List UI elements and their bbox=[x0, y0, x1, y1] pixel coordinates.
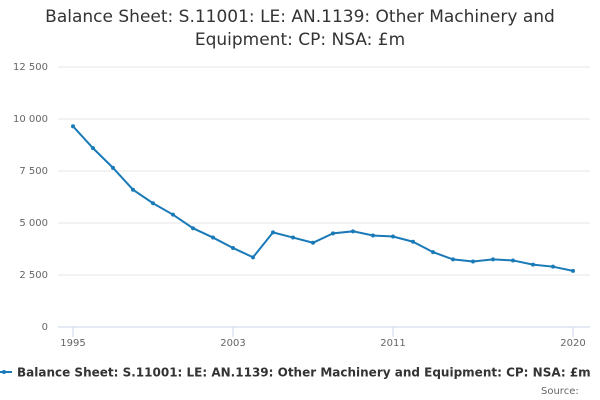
point bbox=[351, 229, 355, 234]
point bbox=[271, 230, 275, 235]
source-label: Source: bbox=[541, 386, 579, 397]
point bbox=[511, 258, 515, 263]
point bbox=[571, 268, 575, 273]
point bbox=[451, 257, 455, 262]
point bbox=[431, 250, 435, 255]
x-tick-label: 1995 bbox=[60, 338, 85, 349]
x-tick-label: 2003 bbox=[220, 338, 245, 349]
point bbox=[71, 124, 75, 129]
point bbox=[491, 257, 495, 262]
point bbox=[551, 264, 555, 269]
series-line bbox=[72, 125, 574, 272]
y-tick-label: 0 bbox=[42, 322, 48, 333]
y-tick-label: 10 000 bbox=[13, 114, 48, 125]
y-tick-label: 7 500 bbox=[19, 166, 48, 177]
point bbox=[151, 201, 155, 206]
legend-label: Balance Sheet: S.11001: LE: AN.1139: Oth… bbox=[17, 366, 591, 380]
point bbox=[231, 245, 235, 250]
point bbox=[331, 231, 335, 236]
point bbox=[391, 234, 395, 239]
y-tick-label: 2 500 bbox=[19, 270, 48, 281]
chart-title: Balance Sheet: S.11001: LE: AN.1139: Oth… bbox=[45, 7, 555, 50]
y-tick-label: 5 000 bbox=[19, 218, 48, 229]
point bbox=[211, 235, 215, 240]
legend-marker bbox=[2, 370, 6, 374]
y-tick-label: 12 500 bbox=[13, 62, 48, 73]
point bbox=[251, 255, 255, 260]
x-tick-label: 2011 bbox=[380, 338, 405, 349]
point bbox=[471, 259, 475, 264]
point bbox=[531, 262, 535, 267]
point bbox=[111, 165, 115, 170]
point bbox=[171, 212, 175, 217]
point bbox=[311, 240, 315, 245]
point bbox=[131, 187, 135, 192]
x-tick-label: 2020 bbox=[560, 338, 585, 349]
point bbox=[291, 235, 295, 240]
point bbox=[411, 239, 415, 244]
point bbox=[91, 146, 95, 151]
point bbox=[371, 233, 375, 238]
point bbox=[191, 226, 195, 231]
